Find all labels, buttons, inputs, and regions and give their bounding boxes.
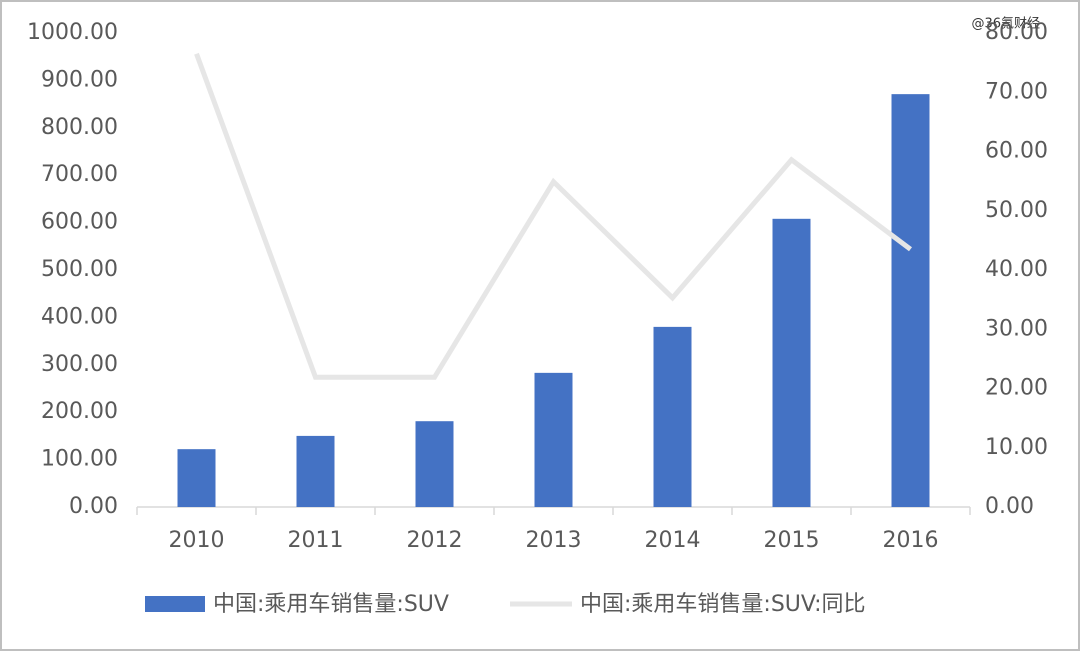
y2-tick-label: 20.00	[985, 376, 1048, 401]
y-tick-label: 700.00	[41, 162, 118, 187]
y2-tick-label: 50.00	[985, 198, 1048, 223]
y2-tick-label: 60.00	[985, 139, 1048, 164]
y2-tick-label: 80.00	[985, 20, 1048, 45]
bar	[891, 94, 930, 508]
x-tick-label: 2015	[764, 528, 820, 553]
y-tick-label: 900.00	[41, 67, 118, 92]
y2-tick-label: 40.00	[985, 257, 1048, 282]
x-tick-label: 2013	[526, 528, 582, 553]
y2-tick-label: 30.00	[985, 316, 1048, 341]
y2-tick-label: 70.00	[985, 79, 1048, 104]
y-tick-label: 600.00	[41, 210, 118, 235]
y-tick-label: 500.00	[41, 257, 118, 282]
y-tick-label: 0.00	[69, 494, 118, 519]
y-tick-label: 200.00	[41, 399, 118, 424]
watermark: @36氪财经	[971, 16, 1040, 32]
y2-tick-label: 10.00	[985, 435, 1048, 460]
legend-label: 中国:乘用车销售量:SUV:同比	[580, 592, 866, 617]
bar	[415, 421, 454, 507]
bar	[772, 218, 811, 508]
x-tick-label: 2012	[407, 528, 463, 553]
x-tick-label: 2014	[645, 528, 701, 553]
legend-swatch	[145, 596, 205, 612]
y2-tick-label: 0.00	[985, 494, 1034, 519]
y-tick-label: 800.00	[41, 115, 118, 140]
x-tick-label: 2010	[169, 528, 225, 553]
x-tick-label: 2016	[883, 528, 939, 553]
line-series	[194, 52, 913, 380]
bar	[296, 435, 335, 507]
legend-label: 中国:乘用车销售量:SUV	[213, 592, 449, 617]
y-tick-label: 1000.00	[27, 20, 118, 45]
y-tick-label: 100.00	[41, 447, 118, 472]
y-tick-label: 400.00	[41, 304, 118, 329]
y-tick-label: 300.00	[41, 352, 118, 377]
bar	[177, 449, 216, 507]
bar	[653, 326, 692, 507]
x-tick-label: 2011	[288, 528, 344, 553]
bar	[534, 372, 573, 507]
